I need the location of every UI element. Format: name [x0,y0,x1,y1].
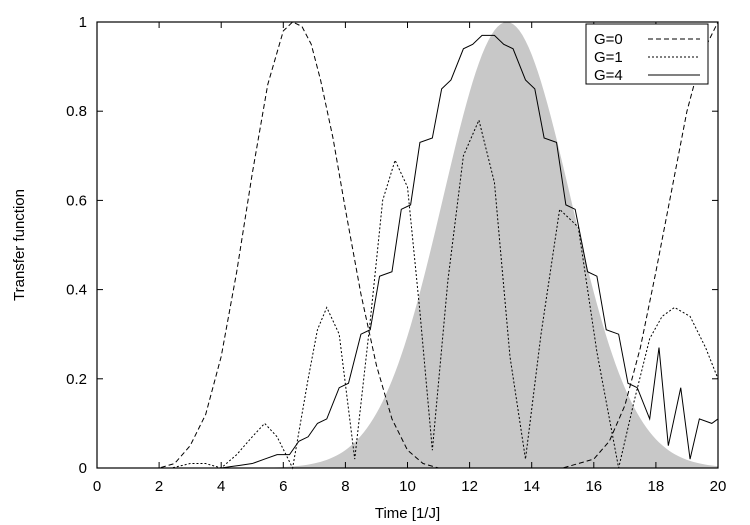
legend-label: G=4 [594,67,623,84]
series-layer [97,21,719,470]
x-tick-label: 12 [461,478,478,495]
x-axis-label: Time [1/J] [375,505,440,522]
y-tick-label: 0.4 [66,282,87,299]
x-tick-label: 16 [585,478,602,495]
legend-label: G=1 [594,49,623,66]
y-tick-label: 1 [79,14,87,31]
x-tick-label: 10 [399,478,416,495]
y-tick-label: 0 [79,460,87,477]
series-line-g0 [97,21,719,469]
legend-label: G=0 [594,31,623,48]
y-axis-label: Transfer function [11,189,28,301]
series-line-g4 [97,34,719,469]
x-tick-label: 4 [217,478,225,495]
envelope-layer [97,22,718,468]
legend-box [585,23,709,85]
x-tick-label: 18 [648,478,665,495]
x-tick-label: 6 [279,478,287,495]
y-tick-label: 0.2 [66,371,87,388]
x-tick-label: 0 [93,478,101,495]
x-tick-label: 2 [155,478,163,495]
y-tick-label: 0.6 [66,192,87,209]
x-tick-label: 8 [341,478,349,495]
x-tick-label: 20 [710,478,727,495]
ticks-layer: 0 2 4 6 8 10 12 14 16 18 20 0 0.2 0.4 0.6 0.8 1 [66,14,726,495]
x-tick-label: 14 [523,478,540,495]
legend: G=0G=1G=4 [585,23,709,85]
y-tick-label: 0.8 [66,103,87,120]
envelope-area [97,22,718,468]
